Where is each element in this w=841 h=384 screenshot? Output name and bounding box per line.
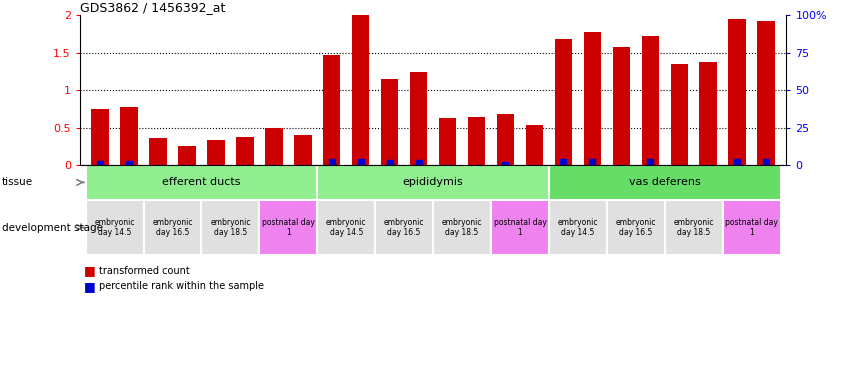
Text: ■: ■ [84,280,96,293]
Text: percentile rank within the sample: percentile rank within the sample [99,281,264,291]
Bar [259,200,317,255]
Text: tissue: tissue [2,177,33,187]
Bar [722,200,780,255]
Bar [86,165,317,200]
Text: embryonic
day 14.5: embryonic day 14.5 [558,218,598,237]
Bar [670,64,688,165]
Bar [612,47,630,165]
Text: ■: ■ [84,264,96,277]
Bar [150,138,167,165]
Bar [265,127,283,165]
Text: postnatal day
1: postnatal day 1 [494,218,547,237]
Text: embryonic
day 14.5: embryonic day 14.5 [326,218,367,237]
Bar [236,137,254,165]
Bar [526,126,543,165]
Bar [144,200,202,255]
Text: postnatal day
1: postnatal day 1 [262,218,315,237]
Text: vas deferens: vas deferens [629,177,701,187]
Text: embryonic
day 16.5: embryonic day 16.5 [383,218,425,237]
Bar [555,39,572,165]
Bar [178,146,196,165]
Text: epididymis: epididymis [403,177,463,187]
Text: development stage: development stage [2,222,103,233]
Text: embryonic
day 16.5: embryonic day 16.5 [616,218,656,237]
Bar [92,109,108,165]
Bar [202,200,259,255]
Bar [439,118,457,165]
Bar [381,79,399,165]
Bar [410,71,427,165]
Text: efferent ducts: efferent ducts [162,177,241,187]
Bar [664,200,722,255]
Bar [642,36,659,165]
Bar [86,200,144,255]
Bar [433,200,491,255]
Bar [207,141,225,165]
Bar [497,114,514,165]
Text: embryonic
day 18.5: embryonic day 18.5 [674,218,714,237]
Bar [607,200,664,255]
Text: postnatal day
1: postnatal day 1 [725,218,778,237]
Bar [323,55,341,165]
Bar [549,165,780,200]
Bar [317,165,549,200]
Bar [584,32,601,165]
Bar [468,117,485,165]
Bar [120,107,138,165]
Bar [294,135,311,165]
Text: embryonic
day 18.5: embryonic day 18.5 [442,218,483,237]
Bar [491,200,549,255]
Bar [375,200,433,255]
Bar [758,21,775,165]
Text: transformed count: transformed count [99,266,190,276]
Bar [728,19,746,165]
Text: embryonic
day 14.5: embryonic day 14.5 [94,218,135,237]
Bar [549,200,607,255]
Text: embryonic
day 18.5: embryonic day 18.5 [210,218,251,237]
Bar [317,200,375,255]
Bar [700,62,717,165]
Text: embryonic
day 16.5: embryonic day 16.5 [152,218,193,237]
Bar [352,15,369,165]
Text: GDS3862 / 1456392_at: GDS3862 / 1456392_at [80,1,225,14]
